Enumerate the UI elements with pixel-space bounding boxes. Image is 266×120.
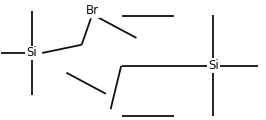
Text: Br: Br — [86, 4, 99, 17]
Text: Si: Si — [208, 59, 219, 72]
Text: Si: Si — [26, 46, 37, 60]
